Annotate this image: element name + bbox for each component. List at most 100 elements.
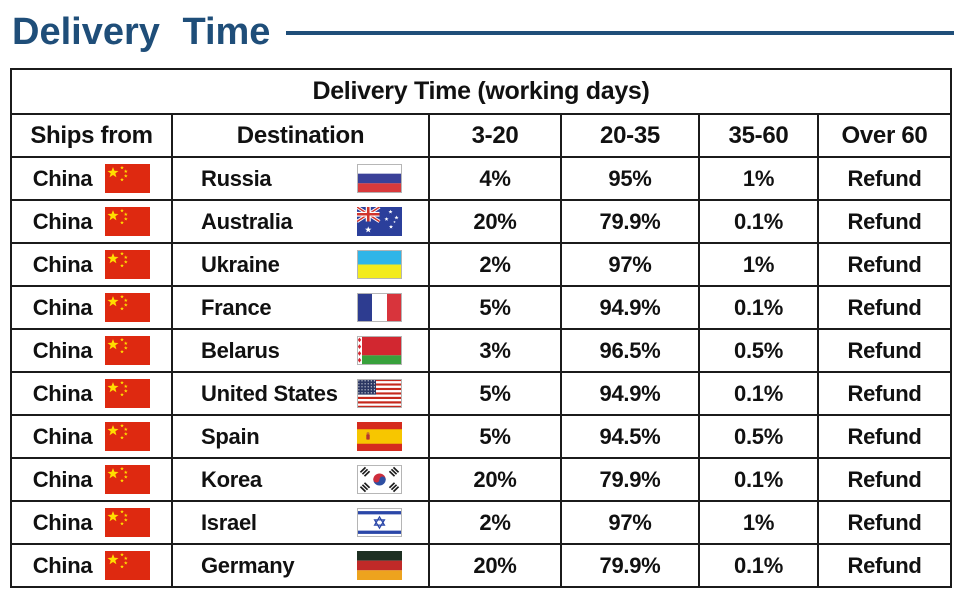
col-header-20-35: 20-35	[560, 113, 700, 158]
value-20-35-cell: 94.9%	[560, 285, 700, 330]
col-header-destination: Destination	[171, 113, 430, 158]
russia-flag-icon	[357, 164, 402, 193]
ships-from-cell: China	[10, 285, 173, 330]
china-flag-icon	[105, 379, 151, 408]
destination-label: Germany	[201, 552, 295, 578]
col-header-ships-from: Ships from	[10, 113, 173, 158]
destination-cell: Germany	[171, 543, 430, 588]
ships-from-label: China	[32, 165, 93, 191]
value-3-20-cell: 5%	[428, 285, 562, 330]
destination-cell: Israel	[171, 500, 430, 545]
value-3-20-cell: 2%	[428, 500, 562, 545]
value-over-60-cell: Refund	[816, 500, 953, 545]
title-rule	[286, 31, 954, 35]
china-flag-icon	[105, 207, 151, 236]
table-row: China Russia 4% 95% 1% Refund	[10, 156, 953, 201]
destination-cell: France	[171, 285, 430, 330]
spain-flag-icon	[357, 422, 402, 451]
value-20-35-cell: 94.9%	[560, 371, 700, 416]
destination-label: Korea	[201, 466, 262, 492]
destination-cell: Spain	[171, 414, 430, 459]
value-20-35-cell: 79.9%	[560, 543, 700, 588]
destination-cell: Australia	[171, 199, 430, 244]
ships-from-cell: China	[10, 543, 173, 588]
value-3-20-cell: 20%	[428, 457, 562, 502]
value-over-60-cell: Refund	[816, 457, 953, 502]
table-row: China Australia 20% 79.9% 0.1% Refund	[10, 199, 953, 244]
column-header-row: Ships from Destination 3-20 20-35 35-60 …	[10, 113, 953, 158]
value-3-20-cell: 3%	[428, 328, 562, 373]
destination-label: France	[201, 294, 272, 320]
australia-flag-icon	[357, 207, 402, 236]
value-35-60-cell: 1%	[698, 500, 819, 545]
value-20-35-cell: 96.5%	[560, 328, 700, 373]
france-flag-icon	[357, 293, 402, 322]
china-flag-icon	[105, 422, 151, 451]
ships-from-label: China	[32, 466, 93, 492]
col-header-over-60: Over 60	[816, 113, 953, 158]
caption-row: Delivery Time (working days)	[9, 68, 953, 115]
ships-from-label: China	[32, 380, 93, 406]
destination-label: Ukraine	[201, 251, 280, 277]
value-3-20-cell: 20%	[428, 199, 562, 244]
ships-from-label: China	[32, 251, 93, 277]
value-35-60-cell: 0.1%	[698, 457, 819, 502]
korea-flag-icon	[357, 465, 402, 494]
ships-from-cell: China	[10, 500, 173, 545]
value-35-60-cell: 0.5%	[698, 414, 819, 459]
ships-from-cell: China	[10, 457, 173, 502]
table-row: China Belarus 3% 96.5% 0.5% Refund	[10, 328, 953, 373]
value-3-20-cell: 20%	[428, 543, 562, 588]
value-over-60-cell: Refund	[816, 371, 953, 416]
table-row: China Israel 2% 97% 1% Refund	[10, 500, 953, 545]
ships-from-label: China	[32, 423, 93, 449]
value-35-60-cell: 0.1%	[698, 199, 819, 244]
ships-from-cell: China	[10, 156, 173, 201]
china-flag-icon	[105, 293, 151, 322]
ships-from-label: China	[32, 337, 93, 363]
value-over-60-cell: Refund	[816, 156, 953, 201]
table-head: Delivery Time (working days) Ships from …	[9, 68, 953, 158]
value-20-35-cell: 79.9%	[560, 457, 700, 502]
ships-from-cell: China	[10, 371, 173, 416]
ships-from-label: China	[32, 294, 93, 320]
value-35-60-cell: 0.5%	[698, 328, 819, 373]
destination-cell: Korea	[171, 457, 430, 502]
ships-from-cell: China	[10, 242, 173, 287]
table-row: China Korea 20% 79.9% 0.1% Refund	[10, 457, 953, 502]
value-3-20-cell: 5%	[428, 414, 562, 459]
value-over-60-cell: Refund	[816, 543, 953, 588]
ships-from-cell: China	[10, 328, 173, 373]
china-flag-icon	[105, 465, 151, 494]
delivery-table: Delivery Time (working days) Ships from …	[9, 68, 953, 588]
value-35-60-cell: 0.1%	[698, 371, 819, 416]
belarus-flag-icon	[357, 336, 402, 365]
col-header-3-20: 3-20	[428, 113, 562, 158]
china-flag-icon	[105, 164, 151, 193]
table-row: China France 5% 94.9% 0.1% Refund	[10, 285, 953, 330]
china-flag-icon	[105, 336, 151, 365]
ships-from-label: China	[32, 208, 93, 234]
destination-label: Russia	[201, 165, 272, 191]
china-flag-icon	[105, 508, 151, 537]
value-20-35-cell: 95%	[560, 156, 700, 201]
table-row: China United States 5% 94.9% 0.1% Refund	[10, 371, 953, 416]
value-35-60-cell: 0.1%	[698, 285, 819, 330]
value-20-35-cell: 97%	[560, 500, 700, 545]
value-3-20-cell: 4%	[428, 156, 562, 201]
value-over-60-cell: Refund	[816, 285, 953, 330]
table-body: China Russia 4% 95% 1% Refund China Australia 20…	[10, 156, 953, 588]
value-35-60-cell: 1%	[698, 156, 819, 201]
ships-from-cell: China	[10, 414, 173, 459]
ships-from-label: China	[32, 552, 93, 578]
destination-label: Israel	[201, 509, 257, 535]
china-flag-icon	[105, 551, 151, 580]
united-states-flag-icon	[357, 379, 402, 408]
table-caption: Delivery Time (working days)	[9, 68, 953, 115]
value-over-60-cell: Refund	[816, 414, 953, 459]
value-3-20-cell: 2%	[428, 242, 562, 287]
israel-flag-icon	[357, 508, 402, 537]
value-over-60-cell: Refund	[816, 199, 953, 244]
value-35-60-cell: 1%	[698, 242, 819, 287]
